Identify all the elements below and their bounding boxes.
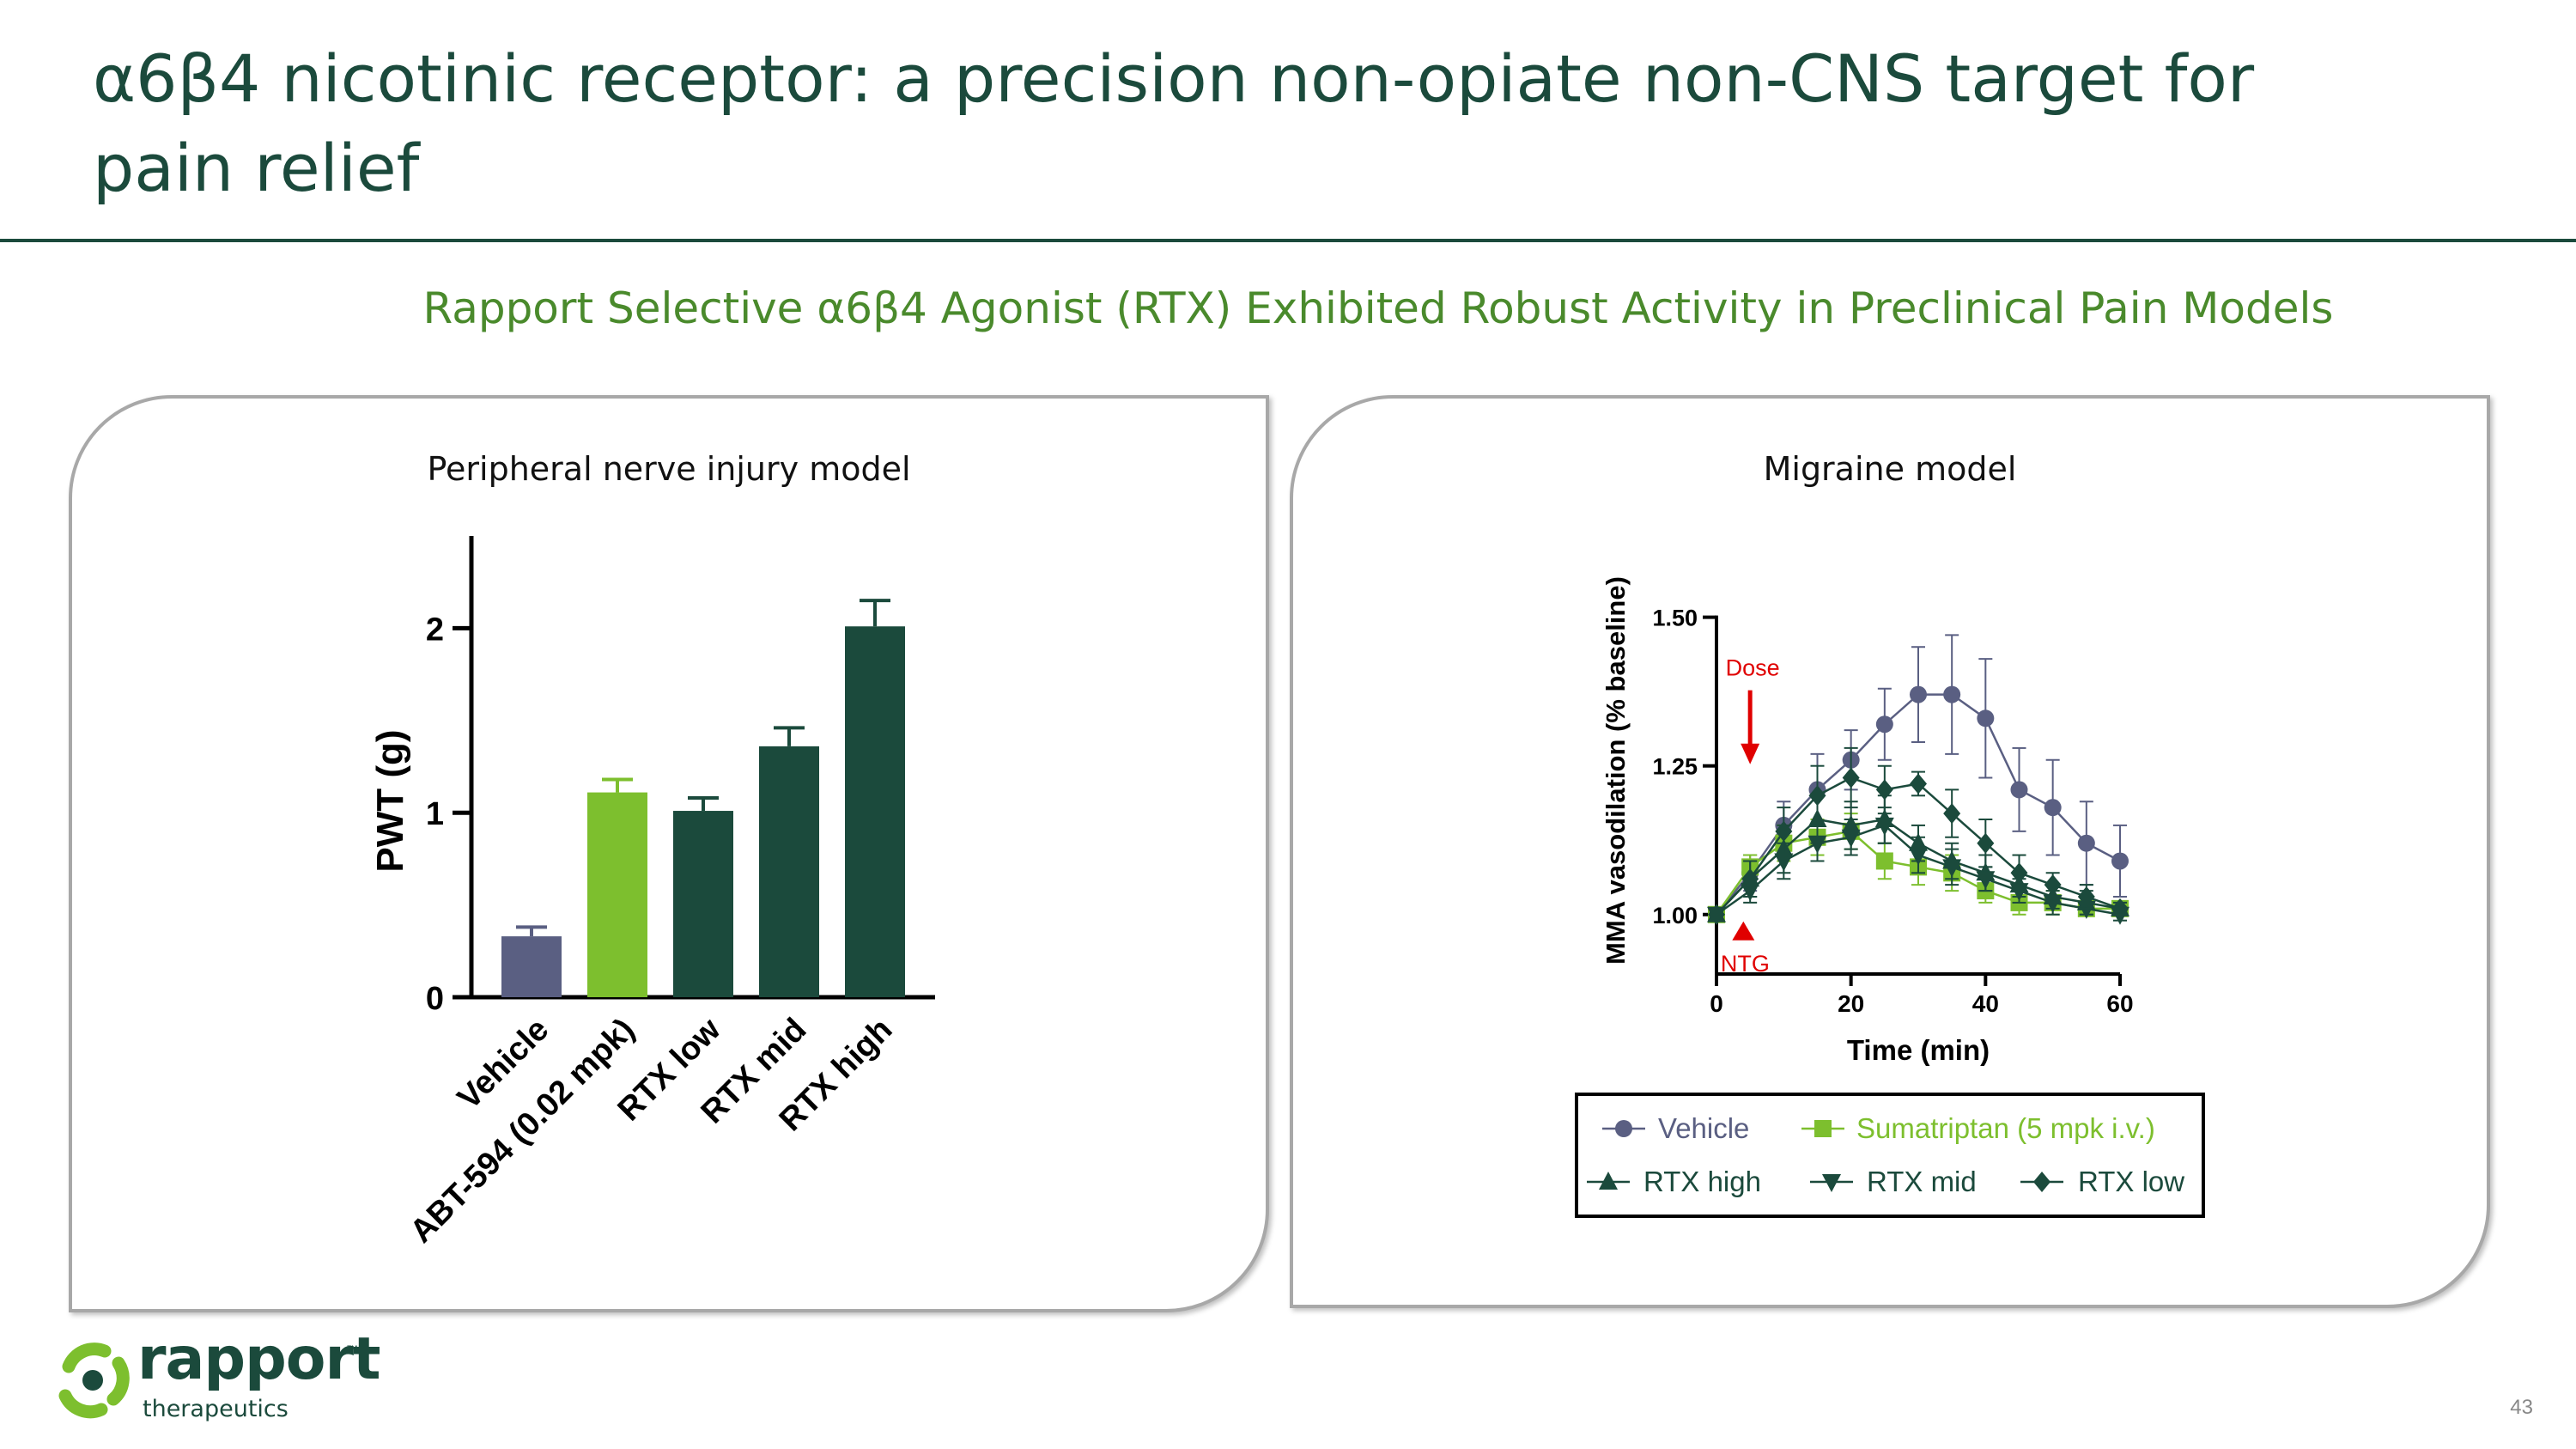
legend-item-3: RTX mid xyxy=(1810,1166,1977,1197)
logo-tagline: therapeutics xyxy=(143,1396,289,1422)
marker-triangle-down xyxy=(1774,853,1794,872)
line-series-3 xyxy=(1707,807,2129,925)
line-y-tick-label: 1.25 xyxy=(1652,754,1698,780)
dose-label: Dose xyxy=(1726,655,1780,681)
marker-triangle-down xyxy=(2043,894,2063,913)
marker-circle xyxy=(2044,799,2062,817)
marker-circle xyxy=(2077,834,2095,852)
bar-0 xyxy=(501,936,562,997)
bar-y-tick-label: 2 xyxy=(426,612,444,648)
marker-diamond xyxy=(1775,820,1793,842)
marker-circle xyxy=(1977,709,1995,728)
marker-diamond xyxy=(1708,904,1725,925)
marker-triangle-down xyxy=(1822,1174,1841,1192)
marker-square xyxy=(1875,852,1893,870)
marker-circle xyxy=(1910,685,1927,703)
marker-diamond xyxy=(1808,785,1826,807)
slide-title: α6β4 nicotinic receptor: a precision non… xyxy=(93,40,2255,206)
marker-diamond xyxy=(2010,862,2028,884)
marker-square xyxy=(1814,1120,1832,1137)
line-x-tick-label: 0 xyxy=(1710,990,1723,1017)
bar-chart-title: Peripheral nerve injury model xyxy=(427,450,911,488)
marker-diamond xyxy=(1977,832,1995,854)
marker-triangle-down xyxy=(1874,817,1894,836)
line-chart: 1.00 1.25 1.50 0 20 40 60 Time (min) MMA vasodil… xyxy=(1575,576,2205,1218)
line-x-axis-label: Time (min) xyxy=(1847,1034,1990,1066)
legend-label: RTX high xyxy=(1643,1166,1761,1197)
line-x-tick-label: 60 xyxy=(2106,990,2133,1017)
marker-triangle-down xyxy=(2009,883,2029,902)
marker-diamond xyxy=(1910,773,1927,795)
legend-label: Sumatriptan (5 mpk i.v.) xyxy=(1856,1112,2155,1144)
marker-triangle-down xyxy=(1841,829,1861,848)
legend-item-0: Vehicle xyxy=(1602,1112,1749,1144)
slide-subtitle: Rapport Selective α6β4 Agonist (RTX) Exh… xyxy=(422,283,2334,333)
line-x-tick-label: 40 xyxy=(1972,990,1999,1017)
marker-triangle-down xyxy=(1807,835,1827,854)
page-number: 43 xyxy=(2510,1396,2533,1419)
marker-diamond xyxy=(1943,803,1961,825)
bar-3 xyxy=(759,746,819,997)
marker-diamond xyxy=(1741,868,1759,890)
ntg-arrow xyxy=(1732,921,1755,941)
bar-y-axis-label: PWT (g) xyxy=(369,729,411,872)
marker-diamond xyxy=(2077,886,2095,907)
marker-diamond xyxy=(2111,898,2129,919)
bar-y-tick-label: 0 xyxy=(426,981,444,1017)
marker-circle xyxy=(1875,715,1893,734)
marker-triangle-down xyxy=(1942,859,1962,878)
line-series-4 xyxy=(1708,746,2129,925)
logo-trademark: ™ xyxy=(346,1342,358,1356)
legend-item-1: Sumatriptan (5 mpk i.v.) xyxy=(1801,1112,2155,1144)
legend-box xyxy=(1575,1093,2205,1218)
panel-migraine-model: Migraine model 1.00 1.25 1.50 0 20 40 60 Time (… xyxy=(1290,395,2490,1308)
marker-circle xyxy=(2111,852,2129,870)
marker-diamond xyxy=(2044,874,2062,896)
marker-diamond xyxy=(1875,779,1893,801)
marker-triangle-up xyxy=(1599,1172,1618,1190)
legend-label: Vehicle xyxy=(1658,1112,1749,1144)
legend-item-2: RTX high xyxy=(1587,1166,1761,1197)
line-y-tick-label: 1.00 xyxy=(1652,903,1698,928)
marker-circle xyxy=(1943,685,1961,703)
ntg-label: NTG xyxy=(1721,951,1770,977)
marker-triangle-down xyxy=(2076,900,2096,919)
logo-wordmark: rapport xyxy=(137,1325,381,1393)
rapport-logo: rapport ™ therapeutics xyxy=(50,1325,381,1430)
marker-diamond xyxy=(1842,767,1860,788)
bar-4 xyxy=(845,626,905,997)
line-x-tick-label: 20 xyxy=(1838,990,1864,1017)
bar-y-tick-label: 1 xyxy=(426,796,444,832)
marker-triangle-down xyxy=(1909,847,1928,866)
rapport-logo-icon xyxy=(58,1342,130,1419)
line-y-tick-label: 1.50 xyxy=(1652,606,1698,631)
marker-circle xyxy=(2010,781,2028,799)
title-divider xyxy=(0,239,2576,242)
line-chart-title: Migraine model xyxy=(1763,450,2017,488)
marker-triangle-down xyxy=(1976,871,1996,890)
marker-diamond xyxy=(2033,1172,2050,1192)
line-y-axis-label: MMA vasodilation (% baseline) xyxy=(1601,576,1631,965)
legend-label: RTX low xyxy=(2078,1166,2184,1197)
marker-circle xyxy=(1615,1120,1632,1137)
dose-arrow-head xyxy=(1741,743,1760,764)
bar-1 xyxy=(587,792,647,997)
legend-label: RTX mid xyxy=(1867,1166,1977,1197)
bar-2 xyxy=(673,811,733,997)
panel-peripheral-nerve-injury: Peripheral nerve injury model 0 1 2 PWT (g)… xyxy=(69,395,1269,1312)
legend-item-4: RTX low xyxy=(2020,1166,2184,1197)
